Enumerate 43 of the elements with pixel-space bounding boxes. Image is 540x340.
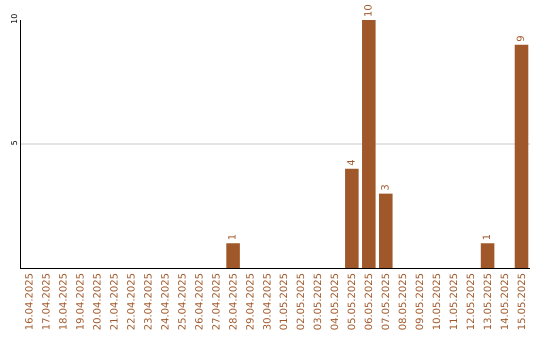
x-tick-label: 06.05.2025: [364, 273, 376, 330]
bar: [362, 20, 376, 268]
data-label: 3: [380, 184, 392, 191]
x-tick-label: 18.04.2025: [58, 273, 70, 330]
data-label: 9: [516, 35, 528, 42]
data-label: 10: [363, 4, 374, 17]
x-tick-label: 08.05.2025: [398, 273, 409, 330]
x-tick-label: 21.04.2025: [110, 273, 121, 330]
x-tick-label: 30.04.2025: [262, 273, 274, 330]
x-tick-label: 20.04.2025: [92, 273, 104, 330]
bar: [514, 44, 528, 268]
y-tick-label: 5: [10, 140, 19, 146]
data-label: 4: [346, 159, 358, 166]
x-tick-label: 11.05.2025: [448, 273, 460, 330]
x-tick-label: 01.05.2025: [279, 273, 290, 330]
x-tick-label: 12.05.2025: [466, 273, 477, 330]
x-tick-label: 16.04.2025: [24, 273, 36, 330]
x-tick-label: 09.05.2025: [414, 273, 426, 330]
x-tick-label: 04.05.2025: [330, 273, 342, 330]
x-tick-label: 17.04.2025: [42, 273, 53, 330]
bar: [480, 243, 494, 268]
x-tick-label: 05.05.2025: [347, 273, 358, 330]
x-tick-label: 23.04.2025: [144, 273, 154, 330]
x-tick-label: 26.04.2025: [194, 273, 206, 330]
x-tick-label: 22.04.2025: [126, 273, 138, 330]
x-tick-label: 29.04.2025: [245, 273, 256, 330]
x-tick-label: 24.04.2025: [160, 273, 172, 330]
x-tick-label: 25.04.2025: [177, 273, 188, 330]
bar: [226, 243, 240, 268]
x-tick-label: 14.05.2025: [500, 273, 511, 330]
bar: [345, 168, 359, 268]
data-label: 1: [482, 234, 494, 240]
x-tick-label: 15.05.2025: [516, 273, 528, 330]
x-tick-label: 27.04.2025: [211, 273, 222, 330]
x-tick-label: 13.05.2025: [482, 273, 494, 330]
data-label: 1: [228, 234, 239, 240]
x-tick-label: 19.04.2025: [76, 273, 87, 330]
x-tick-label: 02.05.2025: [296, 273, 308, 330]
x-tick-label: 03.05.2025: [313, 273, 324, 330]
x-tick-label: 10.05.2025: [432, 273, 443, 330]
x-tick-label: 28.04.2025: [228, 273, 240, 330]
bar: [379, 194, 393, 268]
x-tick-label: 07.05.2025: [381, 273, 392, 330]
